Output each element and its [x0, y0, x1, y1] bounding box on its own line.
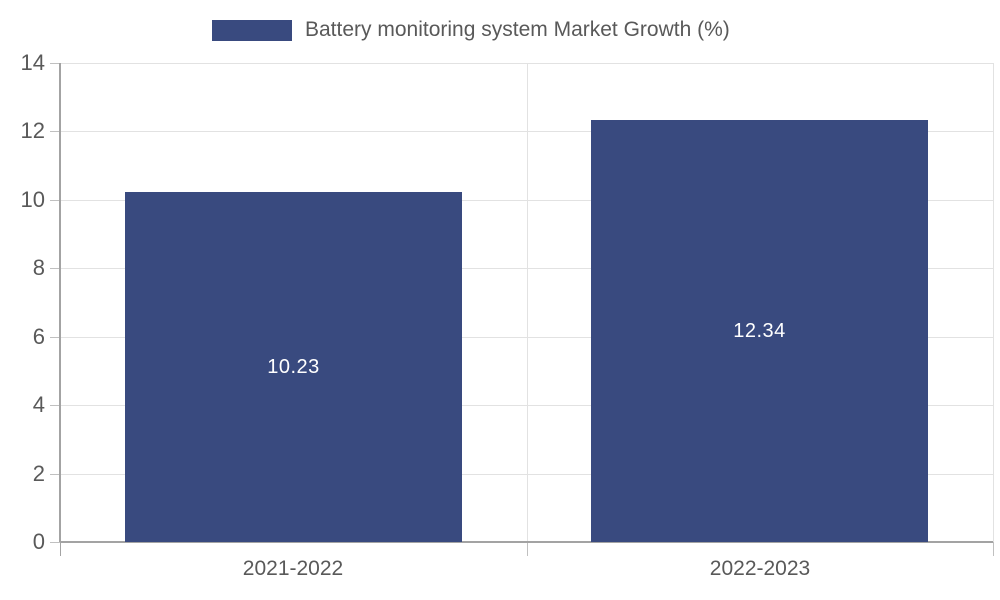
x-axis-label: 2022-2023: [709, 557, 811, 580]
bar-value-label: 12.34: [733, 319, 786, 342]
gridline-horizontal: [60, 405, 993, 406]
gridline-horizontal: [60, 474, 993, 475]
gridline-horizontal: [60, 200, 993, 201]
legend-label: Battery monitoring system Market Growth …: [305, 18, 730, 41]
x-tick-mark: [993, 542, 994, 556]
x-tick-mark: [60, 542, 61, 556]
y-tick-mark: [50, 474, 60, 475]
y-tick-label: 14: [20, 50, 45, 75]
x-axis-label: 2021-2022: [242, 557, 344, 580]
bar[interactable]: 12.34: [591, 120, 928, 542]
gridline-horizontal: [60, 63, 993, 64]
chart-legend[interactable]: Battery monitoring system Market Growth …: [212, 18, 730, 42]
x-tick-mark: [527, 542, 528, 556]
gridline-vertical: [993, 63, 994, 542]
y-tick-mark: [50, 131, 60, 132]
bar[interactable]: 10.23: [125, 192, 462, 542]
y-tick-mark: [50, 268, 60, 269]
y-tick-mark: [50, 542, 60, 543]
y-tick-mark: [50, 63, 60, 64]
y-tick-label: 4: [32, 392, 45, 417]
y-tick-mark: [50, 200, 60, 201]
y-tick-label: 8: [32, 255, 45, 280]
y-tick-label: 2: [32, 461, 45, 486]
y-tick-label: 12: [20, 118, 45, 143]
y-tick-label: 0: [32, 529, 45, 554]
gridline-horizontal: [60, 268, 993, 269]
gridline-horizontal: [60, 337, 993, 338]
y-tick-mark: [50, 405, 60, 406]
gridline-vertical: [527, 63, 528, 542]
y-axis-line: [59, 63, 61, 542]
gridline-horizontal: [60, 131, 993, 132]
bar-value-label: 10.23: [267, 355, 320, 378]
x-axis-line: [60, 541, 993, 543]
legend-swatch: [212, 19, 292, 41]
y-tick-label: 6: [32, 324, 45, 349]
y-tick-mark: [50, 337, 60, 338]
y-tick-label: 10: [20, 187, 45, 212]
